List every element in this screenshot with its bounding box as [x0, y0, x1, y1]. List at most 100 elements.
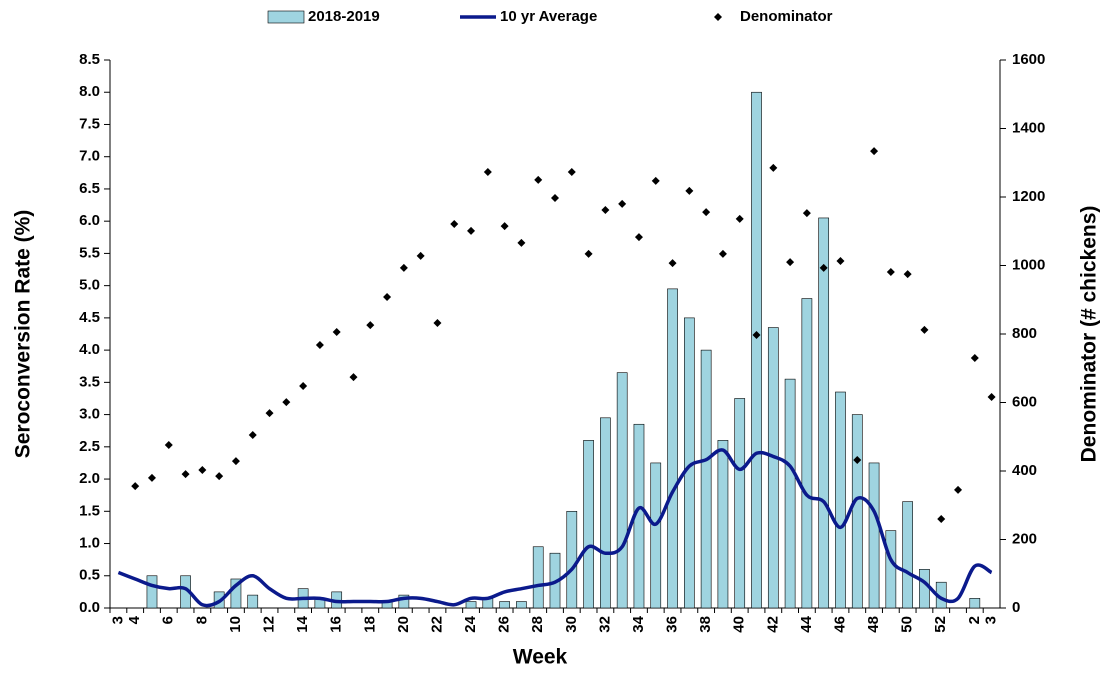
y-axis-title: Seroconversion Rate (%) — [12, 210, 35, 459]
y-tick-label: 0.0 — [79, 599, 100, 616]
bar — [801, 298, 813, 609]
bar — [734, 398, 746, 609]
point — [870, 147, 879, 156]
x-tick-label: 3 — [109, 616, 126, 624]
y-tick-label: 7.5 — [79, 115, 100, 132]
point — [970, 353, 979, 362]
x-tick-label: 26 — [496, 616, 513, 633]
bar — [885, 530, 897, 609]
bar — [667, 288, 678, 609]
y2-tick-label: 600 — [1012, 393, 1037, 410]
point — [937, 514, 946, 523]
y2-tick-label: 1200 — [1012, 188, 1045, 205]
bar — [784, 378, 796, 609]
point — [416, 251, 425, 260]
point — [551, 194, 559, 203]
point — [702, 208, 711, 217]
x-tick-label: 30 — [563, 616, 580, 633]
x-tick-label: 20 — [395, 616, 412, 633]
x-tick-label: 50 — [899, 616, 916, 633]
y2-tick-label: 1400 — [1012, 119, 1045, 136]
y-tick-label: 3.5 — [79, 373, 100, 390]
x-tick-label: 18 — [361, 616, 378, 633]
point — [265, 409, 274, 418]
y-tick-label: 2.5 — [79, 438, 100, 455]
y-tick-label: 7.0 — [79, 148, 100, 165]
bar — [717, 440, 729, 609]
point — [735, 214, 744, 223]
point — [769, 163, 778, 172]
point — [500, 222, 509, 231]
point — [332, 327, 341, 336]
line — [117, 448, 993, 608]
bar — [398, 594, 410, 609]
x-tick-label: 10 — [227, 616, 244, 633]
y-tick-label: 6.0 — [79, 212, 100, 229]
bar — [600, 417, 611, 609]
point — [987, 393, 996, 402]
point — [131, 482, 140, 491]
point — [181, 470, 190, 479]
point — [886, 268, 895, 277]
x-tick-label: 48 — [865, 616, 882, 633]
y-tick-label: 3.0 — [79, 406, 100, 423]
x-tick-label: 38 — [697, 616, 714, 633]
y-tick-label: 5.5 — [79, 244, 100, 261]
bar — [566, 510, 578, 609]
point — [517, 238, 526, 247]
y-tick-label: 6.5 — [79, 180, 100, 197]
bar — [868, 462, 880, 609]
bar — [583, 440, 594, 609]
bar — [818, 217, 830, 609]
point — [164, 440, 173, 449]
point — [819, 263, 828, 272]
y-tick-label: 5.0 — [79, 277, 100, 294]
point — [567, 167, 576, 176]
point — [282, 398, 291, 407]
x-tick-label: 36 — [664, 616, 681, 633]
y2-tick-label: 200 — [1012, 530, 1037, 547]
x-tick-label: 8 — [193, 616, 210, 624]
point — [802, 209, 811, 218]
bar — [969, 598, 981, 609]
point — [399, 263, 408, 272]
legend-swatch — [714, 13, 722, 21]
bar — [465, 601, 477, 609]
y2-tick-label: 1600 — [1012, 51, 1045, 68]
bar — [616, 372, 628, 609]
legend-label: Denominator — [740, 8, 833, 25]
x-tick-label: 4 — [126, 615, 143, 624]
x-tick-label: 34 — [630, 615, 647, 632]
point — [433, 319, 442, 328]
y-tick-label: 1.0 — [79, 534, 100, 551]
point — [685, 186, 694, 195]
point — [215, 472, 224, 481]
y-tick-label: 8.5 — [79, 51, 100, 68]
point — [147, 473, 156, 482]
x-tick-label: 2 — [966, 616, 983, 624]
point — [299, 382, 308, 391]
bar — [532, 546, 544, 609]
point — [366, 321, 375, 330]
point — [349, 373, 358, 382]
x-tick-label: 22 — [428, 616, 445, 633]
y2-tick-label: 1000 — [1012, 256, 1045, 273]
bar — [851, 414, 863, 609]
bar — [516, 601, 527, 609]
y-tick-label: 0.5 — [79, 567, 100, 584]
point — [534, 175, 543, 184]
x-tick-label: 14 — [294, 615, 311, 632]
x-tick-label: 40 — [731, 616, 748, 633]
point — [954, 485, 963, 494]
x-tick-label: 52 — [932, 616, 949, 633]
y2-axis-title: Denominator (# chickens) — [1078, 206, 1101, 463]
bar — [919, 569, 930, 609]
bar — [700, 349, 712, 609]
legend-swatch — [267, 10, 305, 24]
point — [786, 258, 795, 267]
bar — [650, 462, 662, 609]
x-tick-label: 6 — [160, 616, 177, 624]
bar — [902, 501, 913, 609]
x-tick-label: 24 — [462, 615, 479, 632]
